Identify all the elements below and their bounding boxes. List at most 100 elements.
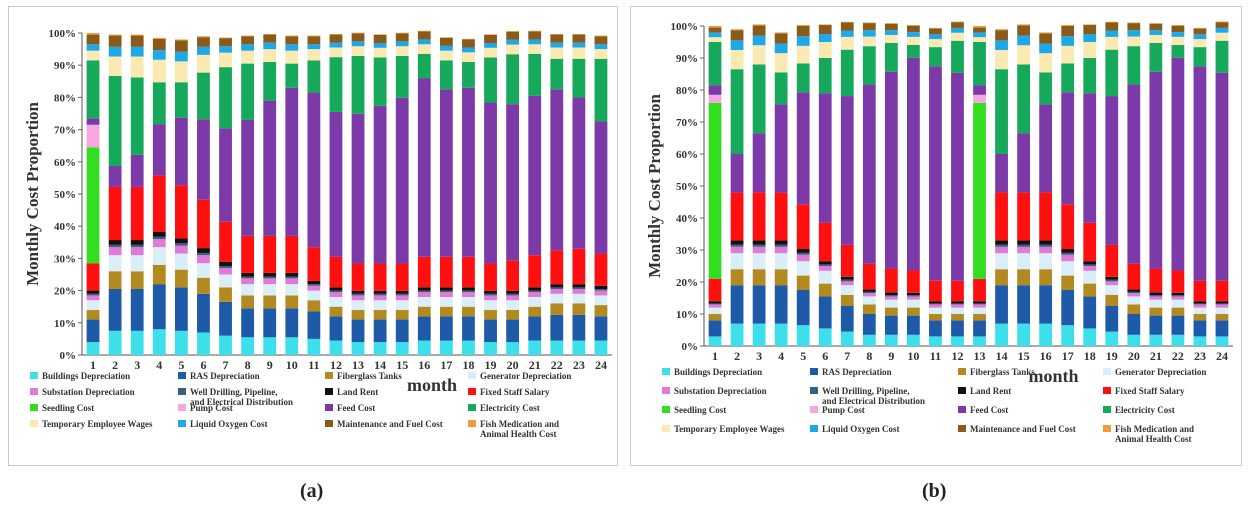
bar-b-m3-s11 (752, 64, 766, 134)
bar-a-m9-s10 (263, 100, 277, 236)
bar-b-m1-s0 (708, 336, 722, 346)
bar-a-m21-s13 (528, 39, 542, 45)
bar-b-m11-s2 (929, 314, 942, 321)
bar-b-m10-s10 (907, 57, 920, 271)
bar-a-m10-s4 (285, 278, 299, 285)
bar-b-m5-s6 (796, 249, 810, 253)
bar-b-m16-s3 (1039, 253, 1053, 270)
bar-a-m21-s14 (528, 31, 542, 40)
legend-swatch (325, 372, 333, 379)
legend-label: Fixed Staff Salary (1115, 386, 1185, 396)
bar-a-m22-s14 (550, 34, 564, 43)
bar-a-m11-s13 (307, 44, 321, 50)
bar-b-m7-s0 (840, 331, 854, 346)
y-tick-label: 90% (54, 60, 76, 72)
bar-a-m11-s6 (307, 280, 321, 285)
bar-a-m21-s11 (528, 53, 542, 96)
bar-a-m12-s12 (329, 47, 343, 58)
bar-b-m14-s0 (995, 323, 1008, 346)
bar-a-m1-s13 (86, 44, 100, 51)
bar-a-m4-s5 (152, 236, 166, 240)
bar-b-m9-s11 (884, 42, 898, 72)
bar-a-m4-s14 (152, 38, 166, 51)
x-tick-label: 19 (485, 358, 497, 372)
bar-a-m8-s5 (241, 276, 255, 279)
bar-a-m23-s10 (572, 97, 586, 249)
bar-b-m8-s15 (862, 22, 876, 24)
legend-label: Seedling Cost (674, 405, 726, 415)
bar-a-m4-s11 (152, 82, 166, 125)
bar-b-m23-s13 (1193, 34, 1207, 40)
bar-a-m10-s1 (285, 308, 299, 338)
bar-b-m17-s12 (1061, 45, 1075, 64)
bar-b-m23-s1 (1193, 320, 1207, 337)
bar-a-m16-s6 (417, 287, 431, 291)
bar-b-m13-s2 (973, 314, 986, 321)
bar-b-m19-s11 (1105, 49, 1119, 97)
bar-b-m21-s13 (1149, 30, 1163, 35)
bar-a-m7-s0 (219, 335, 232, 355)
bar-a-m17-s3 (439, 297, 453, 307)
bar-b-m15-s7 (1017, 192, 1030, 241)
bar-a-m3-s2 (130, 271, 144, 289)
bar-b-m20-s10 (1127, 84, 1141, 264)
bar-b-m20-s11 (1127, 46, 1141, 85)
bar-b-m18-s10 (1083, 93, 1097, 223)
bar-a-m12-s7 (329, 256, 343, 288)
bar-a-m6-s15 (197, 36, 210, 38)
y-tick-label: 30% (54, 253, 76, 265)
x-tick-label: 23 (573, 358, 585, 372)
bar-b-m1-s12 (708, 37, 722, 42)
bar-b-m17-s0 (1061, 325, 1075, 346)
bar-b-m15-s4 (1017, 246, 1030, 254)
bar-b-m11-s10 (929, 66, 942, 281)
bar-a-m14-s11 (373, 57, 387, 106)
bar-a-m15-s2 (395, 309, 409, 320)
y-tick-label: 40% (676, 213, 698, 225)
bar-a-m11-s2 (307, 300, 321, 312)
panel-label-a: (a) (300, 480, 324, 502)
legend-label: Substation Depreciation (674, 386, 767, 396)
bar-a-m18-s15 (462, 38, 475, 40)
x-tick-label: 20 (1128, 349, 1140, 363)
bar-b-m6-s6 (818, 261, 832, 265)
bar-b-m11-s1 (929, 320, 942, 337)
bar-b-m2-s3 (730, 253, 744, 270)
x-tick-label: 22 (551, 358, 563, 372)
bar-b-m5-s13 (796, 36, 810, 46)
bar-a-m15-s4 (395, 295, 409, 301)
bar-b-m24-s5 (1215, 303, 1229, 305)
bar-a-m5-s4 (174, 245, 188, 254)
bar-a-m16-s15 (417, 30, 431, 32)
bar-b-m9-s14 (884, 23, 898, 31)
bar-a-m2-s0 (108, 330, 122, 355)
bar-b-m20-s7 (1127, 263, 1141, 290)
bar-a-m8-s6 (241, 272, 255, 277)
bar-a-m15-s7 (395, 263, 409, 291)
bar-b-m9-s15 (884, 23, 898, 24)
legend-swatch (178, 420, 186, 427)
bar-b-m21-s0 (1149, 334, 1163, 346)
y-tick-label: 90% (676, 53, 698, 65)
bar-a-m11-s4 (307, 285, 321, 291)
bar-a-m17-s0 (439, 340, 453, 355)
bar-a-m11-s14 (307, 36, 321, 45)
x-tick-label: 18 (1084, 349, 1096, 363)
bar-b-m22-s3 (1171, 299, 1185, 308)
bar-b-m4-s14 (774, 33, 788, 44)
x-axis-label: month (407, 375, 457, 395)
bar-b-m4-s12 (774, 53, 788, 73)
x-tick-label: 24 (595, 358, 607, 372)
bar-b-m6-s12 (818, 42, 832, 58)
bar-b-m6-s15 (818, 24, 832, 26)
bar-a-m10-s13 (285, 44, 299, 51)
bar-a-m3-s3 (130, 255, 144, 272)
x-tick-label: 3 (756, 349, 762, 363)
bar-b-m6-s4 (818, 266, 832, 271)
bar-b-m7-s10 (840, 96, 854, 245)
bar-b-m22-s1 (1171, 315, 1185, 335)
bar-b-m6-s7 (818, 222, 832, 262)
x-tick-label: 6 (200, 358, 206, 372)
bar-b-m10-s13 (907, 32, 920, 37)
bar-a-m8-s11 (241, 63, 255, 120)
